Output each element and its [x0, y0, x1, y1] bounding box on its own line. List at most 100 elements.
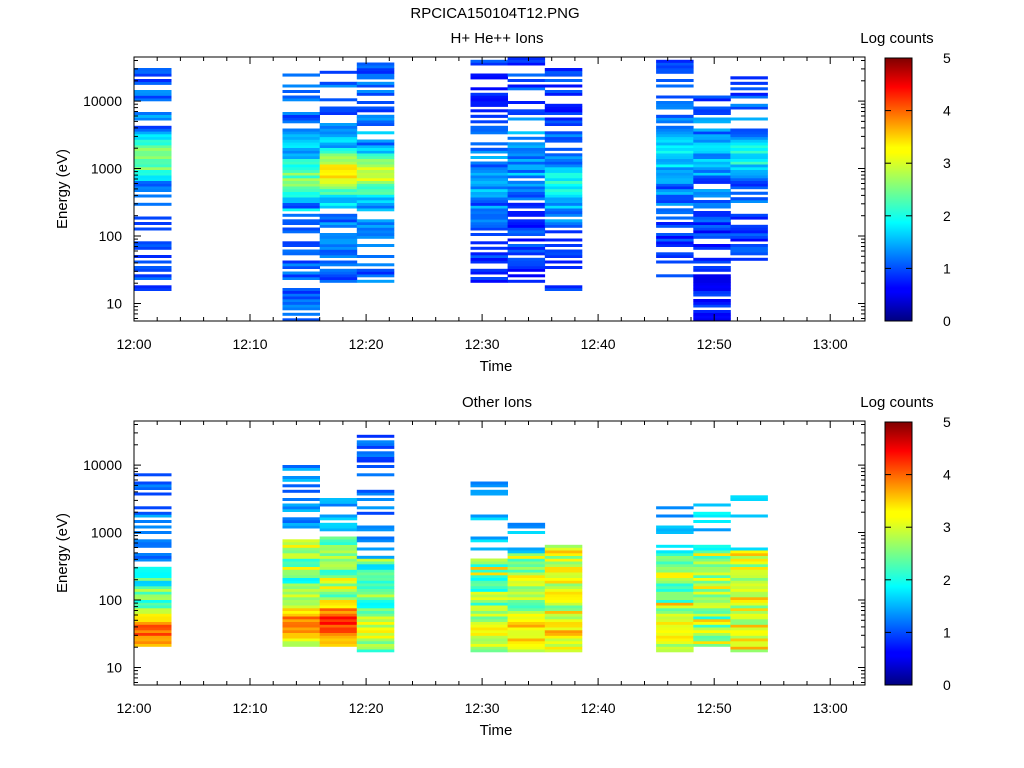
spectrogram-cell	[507, 624, 546, 628]
spectrogram-cell	[134, 542, 172, 545]
spectrogram-cell	[319, 238, 358, 242]
spectrogram-cell	[730, 95, 768, 99]
spectrogram-cell	[507, 117, 546, 121]
spectrogram-cell	[470, 255, 508, 258]
spectrogram-cell	[282, 241, 320, 245]
spectrogram-cell	[693, 301, 731, 305]
spectrogram-cell	[507, 189, 546, 192]
spectrogram-cell	[282, 586, 320, 589]
spectrogram-cell	[730, 558, 768, 562]
spectrogram-cell	[470, 610, 508, 614]
spectrogram-cell	[507, 602, 546, 606]
spectrogram-cell	[693, 624, 731, 628]
spectrogram-cell	[356, 90, 395, 93]
spectrogram-cell	[656, 506, 694, 510]
spectrogram-cell	[282, 200, 320, 203]
spectrogram-cell	[319, 624, 358, 628]
spectrogram-cell	[656, 147, 694, 151]
other-ions-panel: Other Ions 12:00 12:10 12:20 12:30 12:40…	[54, 394, 951, 739]
spectrogram-cell	[282, 583, 320, 587]
spectrogram-cell	[507, 569, 546, 573]
spectrogram-cell	[544, 624, 583, 628]
spectrogram-cell	[470, 566, 508, 570]
spectrogram-cell	[356, 84, 395, 88]
spectrogram-cell	[656, 638, 694, 642]
spectrogram-cell	[656, 120, 694, 124]
spectrogram-cell	[470, 591, 508, 595]
spectrogram-cell	[134, 202, 172, 206]
spectrogram-cell	[319, 150, 358, 154]
spectrogram-cell	[693, 169, 731, 173]
spectrogram-cell	[730, 158, 768, 162]
spectrogram-cell	[319, 186, 358, 190]
spectrogram-cell	[656, 605, 694, 609]
spectrogram-cell	[134, 92, 172, 96]
colorbar-tick-label: 2	[943, 208, 951, 224]
spectrogram-cell	[356, 489, 395, 493]
spectrogram-cell	[282, 244, 320, 247]
spectrogram-cell	[693, 627, 731, 631]
spectrogram-cell	[507, 577, 546, 581]
spectrogram-cell	[282, 219, 320, 223]
spectrogram-cell	[507, 643, 546, 647]
spectrogram-cell	[507, 194, 546, 198]
spectrogram-cell	[319, 613, 358, 617]
spectrogram-cell	[693, 514, 731, 518]
colorbar-tick-labels: 0 1 2 3 4 5	[943, 50, 951, 329]
spectrogram-cell	[730, 235, 768, 239]
spectrogram-cell	[282, 139, 320, 143]
spectrogram-cell	[356, 197, 395, 201]
spectrogram-cell	[319, 586, 358, 589]
spectrogram-cell	[134, 161, 172, 165]
spectrogram-cell	[319, 161, 358, 165]
spectrogram-cell	[282, 186, 320, 190]
spectrogram-cell	[282, 301, 320, 305]
spectrogram-cell	[134, 594, 172, 598]
spectrogram-cell	[134, 481, 172, 485]
spectrogram-cell	[356, 263, 395, 267]
spectrogram-cell	[693, 117, 731, 121]
spectrogram-cell	[470, 271, 508, 275]
spectrogram-cell	[356, 613, 395, 617]
spectrogram-cell	[282, 95, 320, 99]
spectrogram-cell	[507, 142, 546, 146]
spectrogram-cell	[544, 288, 583, 291]
spectrogram-cell	[507, 131, 546, 135]
spectrogram-cell	[693, 222, 731, 225]
spectrogram-cell	[356, 506, 395, 510]
spectrogram-cell	[319, 246, 358, 250]
spectrogram-cell	[470, 224, 508, 228]
spectrogram-cell	[730, 246, 768, 250]
spectrogram-cell	[730, 81, 768, 85]
spectrogram-cell	[319, 145, 358, 148]
spectrogram-cell	[134, 68, 172, 72]
spectrogram-cell	[544, 558, 583, 562]
spectrogram-cell	[356, 183, 395, 187]
spectrogram-cell	[282, 180, 320, 184]
spectrogram-cell	[507, 279, 546, 283]
spectrogram-cell	[507, 594, 546, 598]
spectrogram-cell	[544, 599, 583, 603]
spectrogram-cell	[134, 610, 172, 614]
colorbar: Log counts 0 1 2 3 4 5	[860, 394, 951, 693]
spectrogram-cell	[507, 202, 546, 206]
spectrogram-cell	[730, 498, 768, 501]
spectrogram-cell	[693, 528, 731, 532]
spectrogram-cell	[356, 536, 395, 540]
spectrogram-cell	[470, 572, 508, 576]
spectrogram-cell	[656, 616, 694, 620]
spectrogram-cell	[319, 125, 358, 129]
spectrogram-cell	[656, 142, 694, 146]
spectrogram-cell	[470, 150, 508, 154]
spectrogram-cell	[730, 156, 768, 159]
spectrogram-cell	[544, 161, 583, 165]
spectrogram-cell	[282, 498, 320, 501]
spectrogram-cell	[134, 90, 172, 93]
spectrogram-cell	[319, 252, 358, 256]
spectrogram-cell	[356, 158, 395, 162]
spectrogram-cell	[470, 484, 508, 488]
spectrogram-cell	[544, 553, 583, 556]
spectrogram-cell	[356, 632, 395, 636]
spectrogram-cell	[693, 511, 731, 515]
x-tick-label: 13:00	[813, 700, 848, 716]
